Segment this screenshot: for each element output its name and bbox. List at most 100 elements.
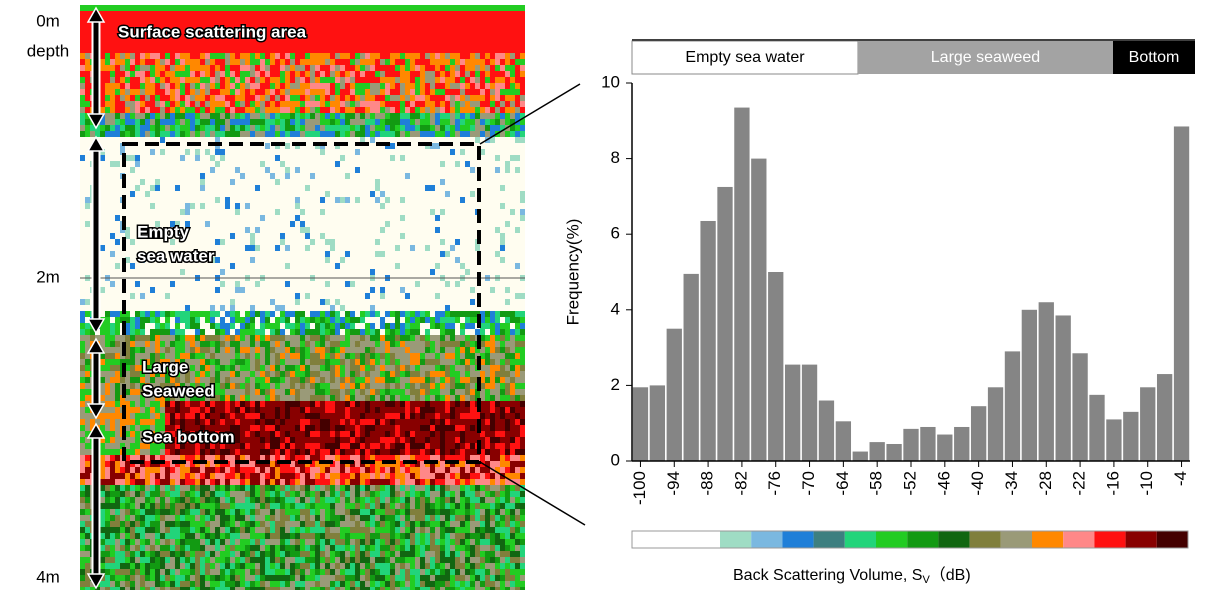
echogram-cell (165, 563, 170, 569)
echogram-cell (145, 419, 150, 425)
echogram-cell (155, 311, 160, 317)
echogram-cell (210, 527, 215, 533)
echogram-cell (140, 293, 145, 299)
echogram-cell (235, 557, 240, 563)
echogram-cell (195, 101, 200, 107)
echogram-cell (275, 83, 280, 89)
echogram-cell (200, 107, 205, 113)
echogram-cell (265, 401, 270, 407)
echogram-cell (225, 521, 230, 527)
echogram-cell (275, 317, 280, 323)
echogram-cell (130, 341, 135, 347)
echogram-cell (135, 479, 140, 485)
echogram-cell (145, 161, 150, 167)
echogram-cell (265, 353, 270, 359)
echogram-cell (170, 509, 175, 515)
echogram-cell (310, 353, 315, 359)
echogram-cell (100, 281, 105, 287)
echogram-cell (200, 179, 205, 185)
echogram-cell (240, 293, 245, 299)
echogram-cell (170, 575, 175, 581)
echogram-cell (325, 473, 330, 479)
echogram-cell (110, 47, 115, 53)
echogram-cell (160, 143, 165, 149)
echogram-cell (160, 209, 165, 215)
echogram-cell (160, 473, 165, 479)
echogram-cell (80, 491, 85, 497)
echogram-cell (255, 359, 260, 365)
echogram-cell (100, 185, 105, 191)
echogram-cell (200, 317, 205, 323)
echogram-cell (245, 47, 250, 53)
echogram-cell (235, 179, 240, 185)
echogram-cell (155, 413, 160, 419)
echogram-cell (265, 479, 270, 485)
echogram-cell (205, 449, 210, 455)
echogram-cell (115, 209, 120, 215)
echogram-cell (260, 209, 265, 215)
echogram-cell (130, 503, 135, 509)
echogram-cell (100, 209, 105, 215)
echogram-cell (125, 101, 130, 107)
echogram-cell (110, 71, 115, 77)
echogram-cell (305, 533, 310, 539)
echogram-cell (125, 53, 130, 59)
echogram-cell (235, 341, 240, 347)
echogram-cell (210, 539, 215, 545)
echogram-cell (290, 161, 295, 167)
echogram-cell (255, 485, 260, 491)
echogram-cell (260, 119, 265, 125)
echogram-cell (215, 575, 220, 581)
echogram-cell (320, 269, 325, 275)
echogram-cell (165, 569, 170, 575)
echogram-cell (230, 305, 235, 311)
echogram-cell (225, 317, 230, 323)
echogram-cell (285, 413, 290, 419)
echogram-cell (130, 323, 135, 329)
echogram-cell (240, 5, 245, 11)
echogram-cell (85, 263, 90, 269)
echogram-cell (180, 527, 185, 533)
echogram-cell (315, 89, 320, 95)
echogram-cell (270, 155, 275, 161)
echogram-cell (290, 65, 295, 71)
echogram-cell (105, 359, 110, 365)
echogram-cell (105, 437, 110, 443)
echogram-cell (140, 95, 145, 101)
echogram-cell (160, 149, 165, 155)
echogram-cell (150, 125, 155, 131)
echogram-cell (290, 59, 295, 65)
echogram-cell (80, 227, 85, 233)
echogram-cell (180, 341, 185, 347)
echogram-cell (310, 521, 315, 527)
echogram-cell (285, 311, 290, 317)
echogram-cell (285, 281, 290, 287)
echogram-cell (145, 113, 150, 119)
echogram-cell (215, 215, 220, 221)
echogram-cell (280, 431, 285, 437)
echogram-cell (165, 41, 170, 47)
echogram-cell (320, 335, 325, 341)
echogram-cell (325, 119, 330, 125)
echogram-cell (105, 203, 110, 209)
echogram-cell (125, 209, 130, 215)
echogram-cell (85, 245, 90, 251)
echogram-cell (265, 371, 270, 377)
echogram-cell (195, 365, 200, 371)
echogram-cell (245, 419, 250, 425)
echogram-cell (315, 65, 320, 71)
echogram-cell (250, 203, 255, 209)
echogram-cell (135, 521, 140, 527)
echogram-cell (265, 335, 270, 341)
echogram-cell (265, 113, 270, 119)
echogram-cell (310, 239, 315, 245)
echogram-cell (315, 17, 320, 23)
echogram-cell (305, 107, 310, 113)
echogram-cell (80, 197, 85, 203)
echogram-cell (190, 173, 195, 179)
echogram-cell (325, 329, 330, 335)
echogram-cell (145, 515, 150, 521)
echogram-cell (135, 305, 140, 311)
echogram-cell (175, 347, 180, 353)
echogram-cell (280, 167, 285, 173)
